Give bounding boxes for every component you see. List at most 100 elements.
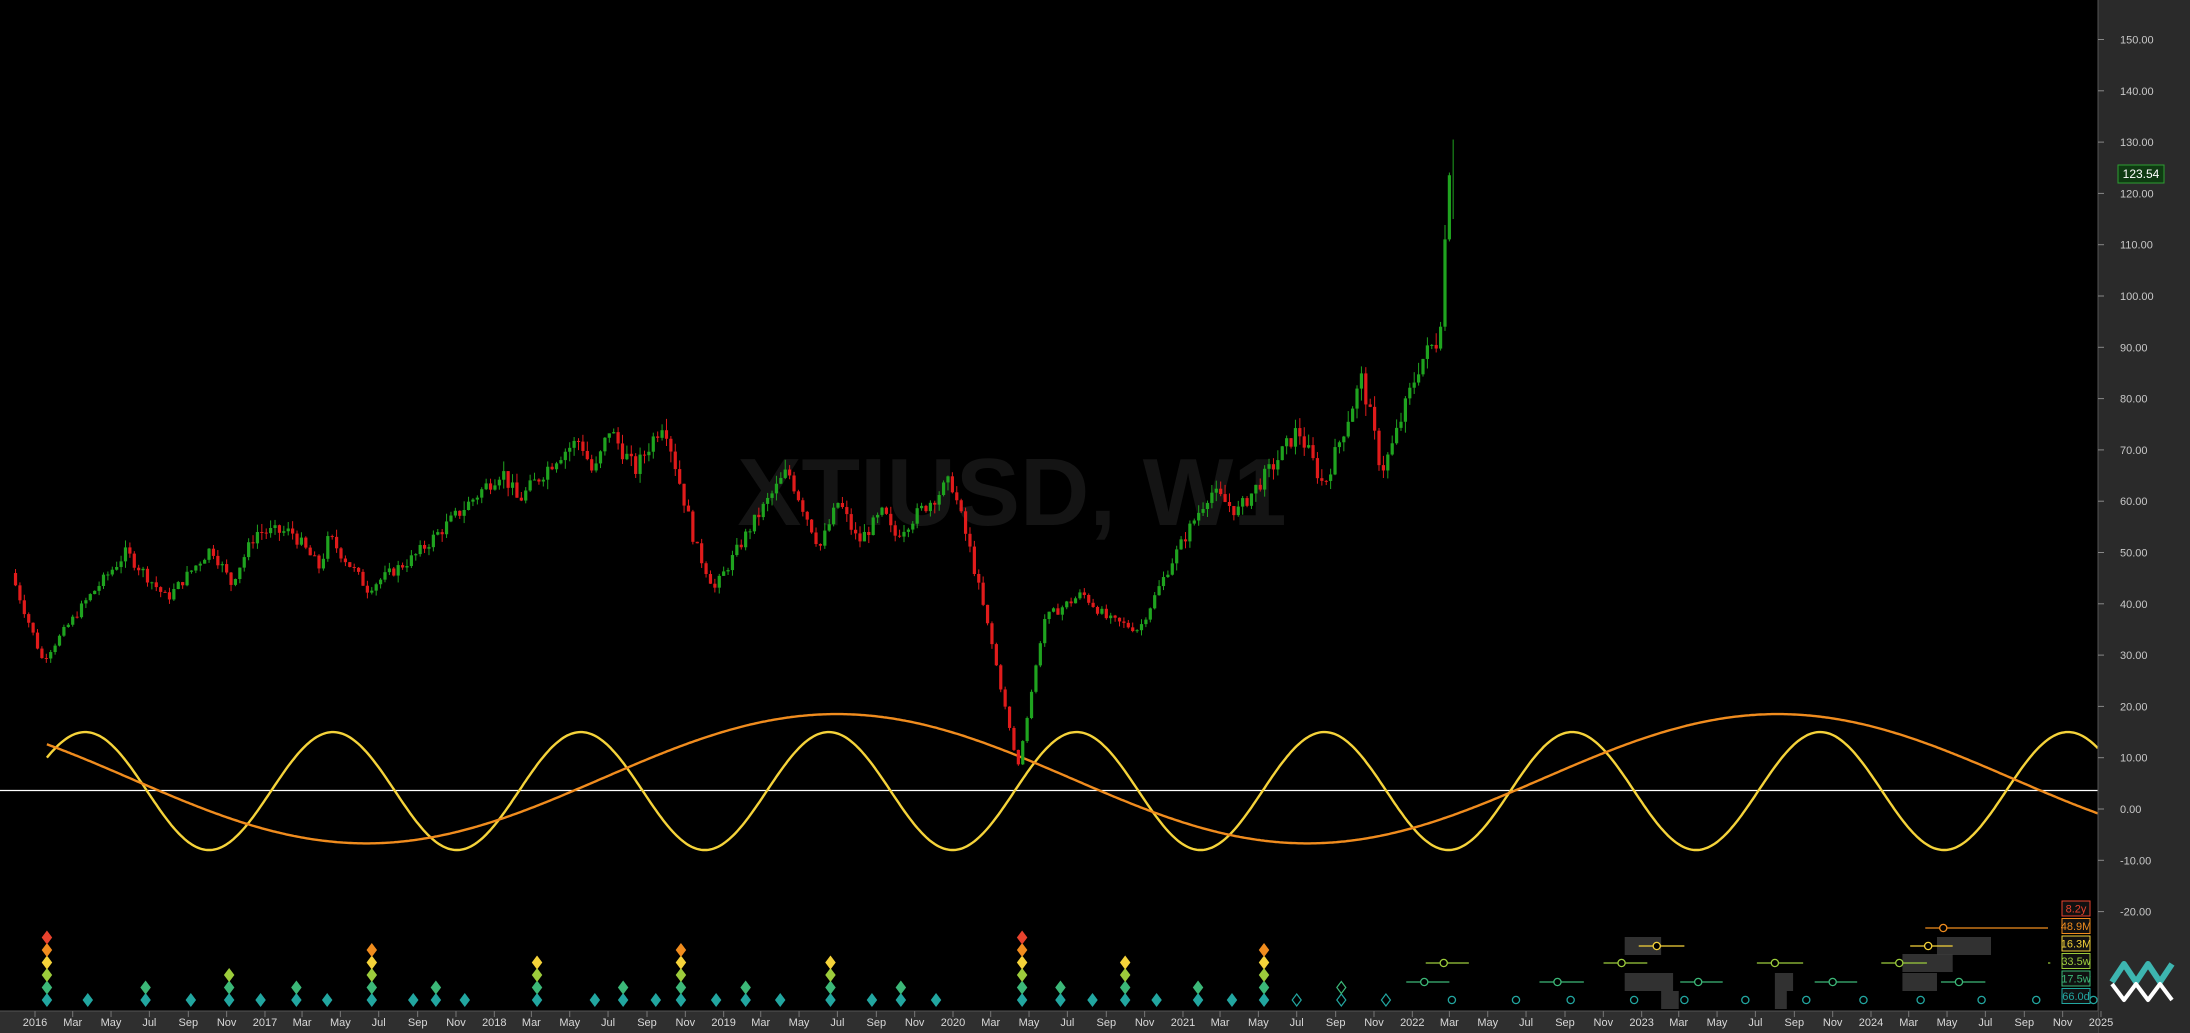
candle (739, 539, 743, 550)
cycle-diamond (430, 993, 442, 1007)
candle (75, 611, 79, 619)
candle (194, 565, 198, 574)
candle (528, 474, 532, 492)
candle (1276, 450, 1280, 476)
candle (959, 498, 963, 513)
candle (431, 530, 435, 552)
candle (1245, 496, 1249, 508)
phasing-circle (1511, 995, 1521, 1005)
candle (607, 433, 611, 443)
x-tick-label: Nov (217, 1017, 237, 1029)
candle (1359, 366, 1364, 401)
candle (792, 471, 796, 494)
candle (203, 558, 207, 564)
candle (840, 496, 845, 509)
candle (871, 515, 875, 536)
phasing-circle (1939, 923, 1948, 933)
phasing-circle (1895, 958, 1904, 968)
candle (497, 476, 501, 490)
candle (1298, 418, 1302, 445)
y-axis-panel[interactable]: 150.00 140.00 130.00 120.00 110.00 100.00 90.0… (2097, 0, 2190, 1033)
candle (651, 432, 655, 459)
cycle-diamond (223, 993, 235, 1007)
candle (647, 443, 651, 462)
candle (330, 534, 334, 540)
candle (260, 523, 264, 540)
x-tick-label: Jul (142, 1017, 156, 1029)
candle (392, 566, 396, 577)
candle (1241, 495, 1245, 515)
phasing-box (1624, 973, 1674, 991)
candle (1021, 740, 1025, 766)
candle (233, 578, 238, 587)
cycle-diamond (1192, 993, 1204, 1007)
candle (352, 563, 356, 572)
candle (304, 536, 308, 550)
x-tick-label: Jul (1748, 1017, 1762, 1029)
candle (616, 427, 620, 450)
candle (1412, 372, 1416, 394)
candle (554, 461, 559, 473)
cycle-diamond (825, 968, 836, 982)
x-tick-label: 2022 (1400, 1017, 1424, 1029)
candle (361, 569, 365, 586)
candle (159, 586, 163, 598)
candle (906, 527, 910, 538)
candle (1267, 458, 1271, 478)
candle (524, 487, 528, 504)
cycle-diamond (617, 993, 629, 1007)
candle (150, 581, 154, 590)
cycle-diamond (740, 993, 751, 1007)
candle (238, 567, 242, 584)
x-tick-label: Mar (1899, 1017, 1918, 1029)
candle (858, 526, 862, 548)
candle (708, 570, 713, 584)
candle (1183, 532, 1188, 549)
candle (1351, 406, 1355, 422)
candle (625, 445, 629, 461)
candle (449, 511, 453, 523)
x-tick-label: Jul (1519, 1017, 1533, 1029)
candle (893, 520, 897, 542)
candle (1025, 716, 1029, 743)
last-price-label: 123.54 (2123, 167, 2160, 181)
cycle-diamond (675, 955, 687, 970)
candle (189, 570, 194, 574)
candle (1373, 396, 1377, 440)
x-tick-label: Mar (1669, 1017, 1688, 1029)
candle (40, 646, 44, 659)
candle (1421, 358, 1425, 377)
cycle-diamond (41, 930, 53, 945)
candle (427, 544, 431, 556)
candle (1043, 614, 1047, 647)
candle (1117, 617, 1122, 627)
candle (414, 553, 418, 561)
phasing-circle (1439, 958, 1448, 968)
x-axis-panel[interactable]: 2016 Mar May Jul Sep Nov 2017 Mar May Jul Sep Nov 20… (0, 1010, 2113, 1033)
cycle-diamond (1119, 993, 1131, 1007)
candle (27, 612, 31, 628)
phasing-circle (1977, 995, 1986, 1005)
x-tick-label: 2017 (253, 1017, 277, 1029)
candle (400, 562, 405, 570)
last-price-tag: 123.54 (2117, 164, 2165, 184)
candle (761, 502, 765, 521)
candle (207, 548, 211, 563)
candle (110, 566, 114, 577)
candle (955, 486, 959, 505)
candle (185, 565, 189, 587)
candle (598, 450, 603, 469)
candle (31, 622, 35, 636)
candle (1131, 622, 1135, 633)
candle (1069, 597, 1073, 607)
candle (488, 478, 493, 495)
cycle-diamond (675, 943, 687, 957)
candle (1368, 398, 1372, 408)
cycle-diamond (321, 993, 333, 1007)
candle (568, 442, 572, 462)
candle (678, 460, 682, 485)
candle (475, 495, 479, 505)
x-tick-label: Jul (372, 1017, 386, 1029)
cycle-diamond (675, 993, 687, 1007)
